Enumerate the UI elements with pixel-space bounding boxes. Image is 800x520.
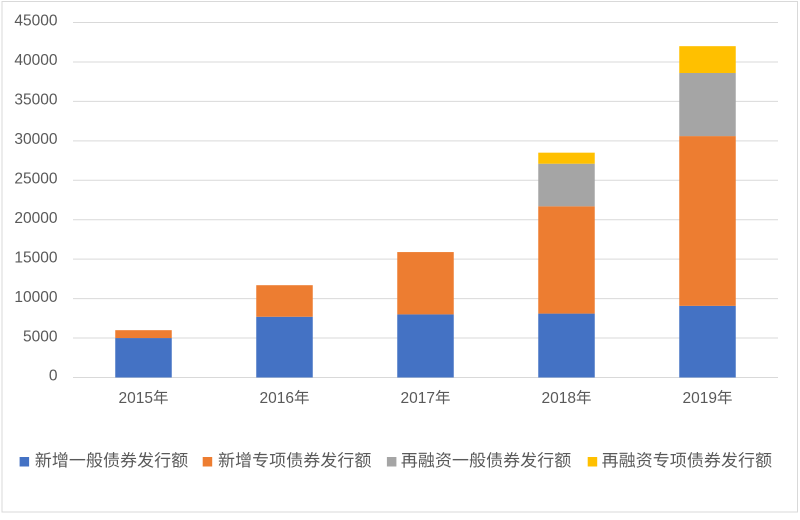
svg-text:25000: 25000	[14, 170, 57, 187]
svg-text:15000: 15000	[14, 249, 57, 266]
svg-text:40000: 40000	[14, 52, 57, 69]
svg-text:35000: 35000	[14, 92, 57, 109]
svg-text:10000: 10000	[14, 289, 57, 306]
svg-text:30000: 30000	[14, 131, 57, 148]
svg-text:2015: 2015	[119, 390, 153, 407]
svg-text:5000: 5000	[23, 328, 58, 345]
svg-text:20000: 20000	[14, 210, 57, 227]
svg-text:2018: 2018	[542, 390, 576, 407]
svg-text:2017: 2017	[401, 390, 435, 407]
svg-text:2016: 2016	[260, 390, 294, 407]
svg-text:45000: 45000	[14, 13, 57, 30]
svg-text:0: 0	[49, 368, 58, 385]
svg-text:2019: 2019	[683, 390, 717, 407]
